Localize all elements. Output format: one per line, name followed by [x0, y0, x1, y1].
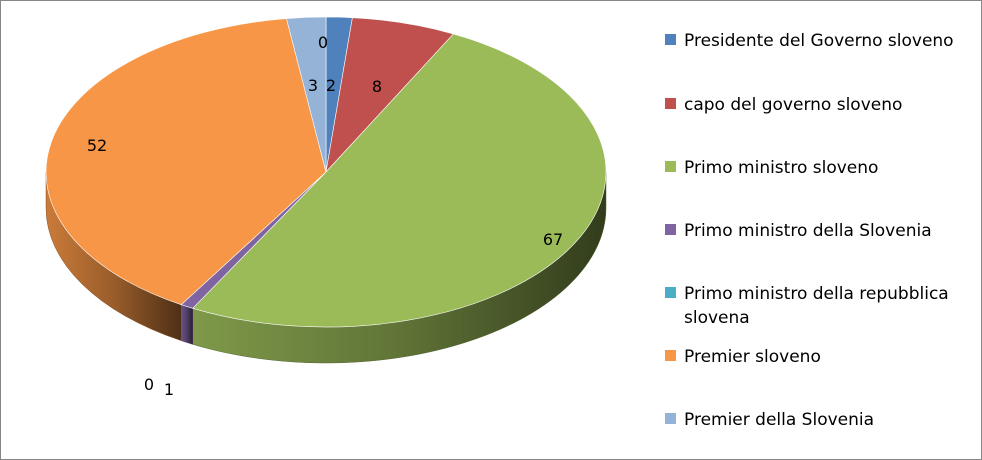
legend-label-3: Primo ministro della Slovenia — [684, 221, 932, 241]
legend-label-1: capo del governo sloveno — [684, 95, 903, 115]
legend-item-5: Premier sloveno — [665, 345, 965, 369]
legend-item-6: Premier della Slovenia — [665, 408, 965, 432]
data-label-2: 67 — [543, 230, 563, 249]
pie-slice-5 — [45, 18, 327, 306]
legend-swatch-5 — [665, 350, 676, 361]
legend-label-5: Premier sloveno — [684, 347, 821, 367]
legend-swatch-0 — [665, 34, 676, 45]
legend-label-6: Premier della Slovenia — [684, 410, 875, 430]
legend-item-2: Primo ministro sloveno — [665, 156, 965, 180]
data-label-4: 0 — [144, 375, 154, 394]
legend-label-4: Primo ministro della repubblica slovena — [684, 284, 949, 328]
legend-swatch-6 — [665, 413, 676, 424]
data-label-0: 2 — [326, 76, 336, 95]
legend-swatch-3 — [665, 224, 676, 235]
legend-label-0: Presidente del Governo sloveno — [684, 31, 954, 51]
data-label-top-zero: 0 — [318, 33, 328, 52]
legend-swatch-2 — [665, 161, 676, 172]
data-label-5: 52 — [87, 136, 107, 155]
data-label-6: 3 — [308, 76, 318, 95]
data-label-3: 1 — [164, 380, 174, 399]
legend-item-3: Primo ministro della Slovenia — [665, 219, 965, 243]
legend-swatch-1 — [665, 98, 676, 109]
legend-item-1: capo del governo sloveno — [665, 93, 965, 117]
legend-label-2: Primo ministro sloveno — [684, 158, 879, 178]
legend-item-0: Presidente del Governo sloveno — [665, 29, 965, 53]
legend-swatch-4 — [665, 287, 676, 298]
pie-slice-2 — [192, 33, 607, 328]
pie-side-3 — [181, 304, 193, 345]
pie-slice-6 — [286, 16, 327, 173]
data-label-1: 8 — [372, 77, 382, 96]
legend-item-4: Primo ministro della repubblica slovena — [665, 282, 965, 330]
